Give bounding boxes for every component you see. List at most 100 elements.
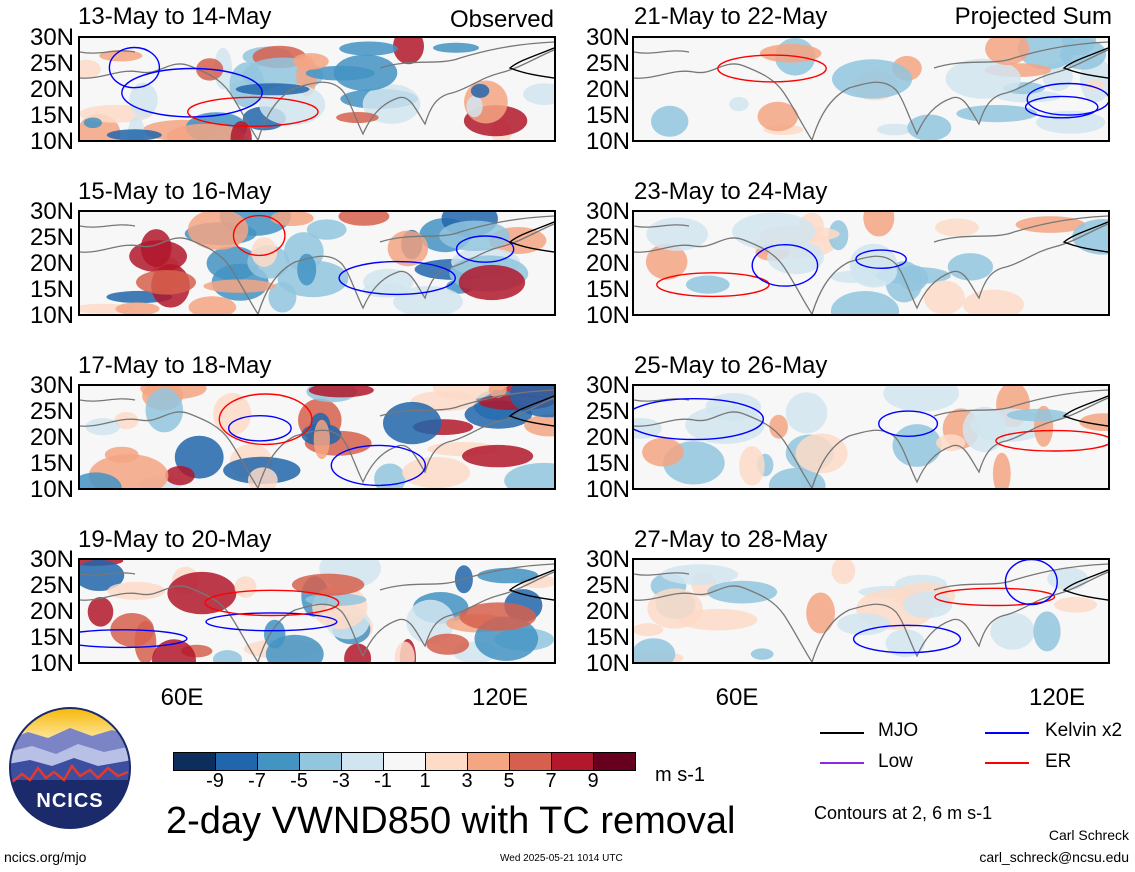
wave-contour — [205, 612, 338, 632]
lat-tick: 30N — [29, 198, 74, 225]
panel-title: 13-May to 14-May — [78, 3, 272, 30]
field-anomaly — [129, 82, 158, 118]
map-field — [634, 386, 1108, 488]
mjo-contour — [508, 47, 554, 79]
field-anomaly — [213, 393, 252, 436]
field-anomaly — [336, 112, 379, 123]
field-anomaly — [739, 446, 765, 486]
lat-tick: 30N — [585, 546, 630, 573]
lat-tick: 30N — [585, 198, 630, 225]
colorbar-tick-label: -7 — [248, 770, 266, 792]
field-anomaly — [297, 253, 317, 286]
mjo-contour — [508, 221, 554, 253]
lat-tick: 20N — [29, 424, 74, 451]
wave-contour — [878, 410, 939, 438]
lat-tick: 20N — [29, 598, 74, 625]
wave-contour — [204, 589, 340, 617]
field-anomaly — [830, 291, 900, 314]
map-field — [80, 560, 554, 662]
field-anomaly — [902, 591, 953, 619]
lon-tick-60e-left: 60E — [160, 684, 204, 711]
footer-url[interactable]: ncics.org/mjo — [4, 849, 87, 865]
colorbar-swatch — [299, 752, 342, 771]
field-anomaly — [87, 597, 114, 627]
field-anomaly — [129, 240, 187, 273]
wave-contour — [855, 249, 907, 269]
field-anomaly — [707, 580, 778, 604]
colorbar-swatch — [593, 752, 636, 771]
field-anomaly — [634, 638, 676, 662]
legend-label-kelvin: Kelvin x2 — [1045, 720, 1123, 741]
lat-tick: 20N — [29, 250, 74, 277]
field-anomaly — [402, 457, 470, 488]
map-panel — [632, 210, 1110, 316]
lat-tick: 25N — [29, 572, 74, 599]
field-anomaly — [923, 280, 965, 314]
field-anomaly — [152, 639, 196, 662]
colorbar-tick-label: -3 — [332, 770, 350, 792]
field-anomaly — [462, 444, 534, 468]
field-anomaly — [305, 65, 375, 81]
wave-contour — [656, 272, 770, 298]
footer-email[interactable]: carl_schreck@ncsu.edu — [979, 849, 1129, 865]
colorbar-swatch — [383, 752, 426, 771]
field-anomaly — [877, 123, 912, 136]
colorbar-swatch — [341, 752, 384, 771]
colorbar-swatch — [425, 752, 468, 771]
wave-contour — [218, 393, 313, 446]
lat-tick: 15N — [585, 450, 630, 477]
field-anomaly — [806, 592, 835, 634]
map-field — [634, 212, 1108, 314]
field-anomaly — [1017, 38, 1077, 70]
field-anomaly — [291, 573, 365, 596]
field-anomaly — [645, 243, 688, 280]
field-anomaly — [80, 59, 101, 79]
field-anomaly — [1006, 408, 1069, 422]
field-anomaly — [837, 613, 890, 636]
field-anomaly — [769, 414, 788, 439]
field-anomaly — [394, 641, 415, 662]
legend-swatch-mjo — [820, 732, 864, 734]
field-anomaly — [947, 253, 994, 281]
legend-label-low: Low — [878, 751, 913, 772]
field-anomaly — [647, 588, 703, 629]
lat-tick: 15N — [585, 624, 630, 651]
lon-tick-120e-left: 120E — [471, 684, 529, 711]
field-anomaly — [935, 218, 979, 237]
field-anomaly — [187, 212, 249, 250]
lat-tick: 10N — [29, 128, 74, 155]
lon-tick-120e-right: 120E — [1028, 684, 1086, 711]
map-panel — [78, 210, 556, 316]
wave-contour — [80, 629, 188, 649]
lat-tick: 10N — [585, 476, 630, 503]
wave-contour — [934, 587, 1056, 607]
wave-contour — [338, 260, 457, 296]
lat-tick: 30N — [585, 24, 630, 51]
lat-tick: 10N — [29, 650, 74, 677]
field-anomaly — [477, 567, 539, 584]
main-title: 2-day VWND850 with TC removal — [166, 800, 736, 842]
panel-note: Projected Sum — [954, 3, 1112, 30]
lat-tick: 15N — [585, 102, 630, 129]
field-anomaly — [264, 619, 286, 649]
field-anomaly — [166, 123, 245, 140]
field-anomaly — [235, 83, 310, 96]
map-panel — [632, 36, 1110, 142]
field-anomaly — [432, 42, 480, 53]
field-anomaly — [956, 105, 1038, 123]
coastline — [80, 389, 554, 488]
field-anomaly — [99, 50, 143, 62]
field-anomaly — [459, 602, 537, 631]
field-anomaly — [383, 401, 442, 445]
map-field — [634, 560, 1108, 662]
panel-title: 23-May to 24-May — [634, 178, 828, 205]
coastline — [80, 215, 554, 314]
field-anomaly — [634, 623, 664, 637]
lat-tick: 20N — [585, 598, 630, 625]
field-anomaly — [963, 289, 1024, 314]
field-anomaly — [270, 212, 314, 226]
field-anomaly — [458, 264, 526, 301]
footer-timestamp: Wed 2025-05-21 1014 UTC — [500, 853, 623, 864]
lat-tick: 15N — [585, 276, 630, 303]
field-anomaly — [729, 97, 749, 112]
